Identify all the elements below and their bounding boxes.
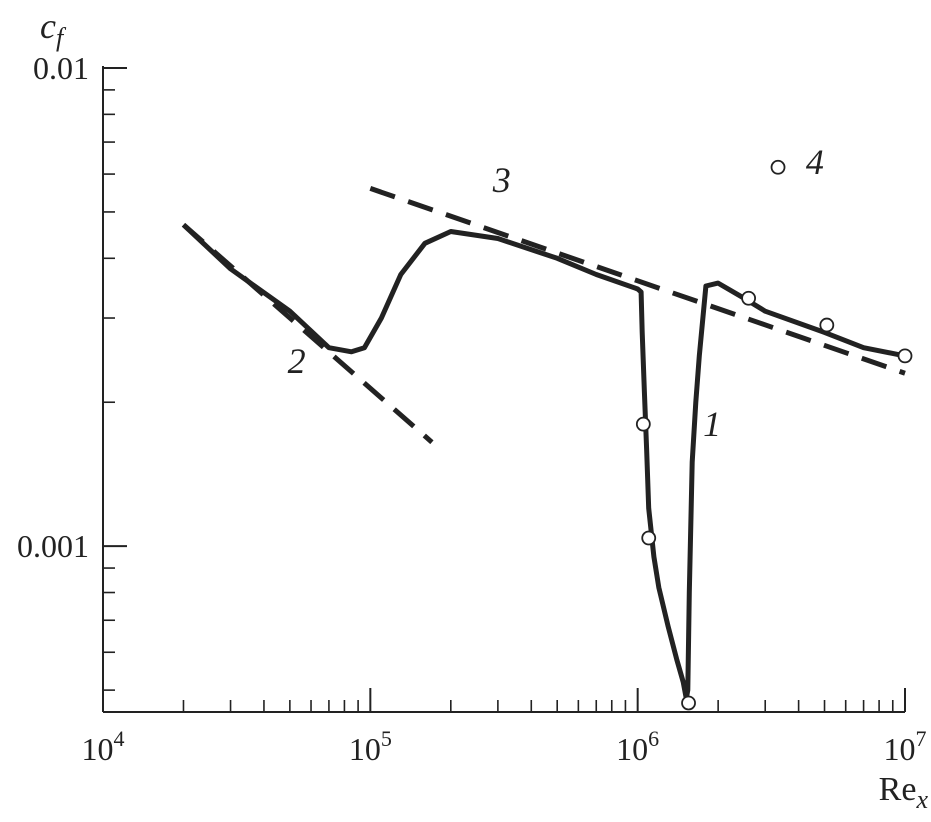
series-4-point xyxy=(681,695,696,711)
y-tick-label: 0.001 xyxy=(17,528,89,564)
x-tick-label: 105 xyxy=(349,726,392,767)
curve-label: 1 xyxy=(703,404,721,444)
y-tick-label: 0.01 xyxy=(33,50,89,86)
series-4-point xyxy=(641,530,657,546)
series-4-point xyxy=(741,290,757,306)
series-4-point xyxy=(819,317,835,333)
axes: 104 105 106 107 0.001 0.01 Rex cf xyxy=(17,6,928,814)
series-2-line xyxy=(181,222,434,445)
marker-layer xyxy=(635,159,913,711)
x-tick-label: 104 xyxy=(82,726,125,767)
series-layer xyxy=(181,186,906,702)
x-tick-label: 107 xyxy=(884,726,927,767)
series-1-line xyxy=(181,222,906,702)
labels-layer: 1 2 3 4 xyxy=(288,142,824,444)
x-tick-label: 106 xyxy=(616,726,659,767)
curve-label: 2 xyxy=(288,341,306,381)
curve-label: 4 xyxy=(806,142,824,182)
series-4-point xyxy=(897,348,913,364)
series-4-point xyxy=(635,416,651,432)
curve-label: 3 xyxy=(492,160,511,200)
series-3-line xyxy=(369,186,906,376)
legend-marker xyxy=(770,159,786,175)
x-axis-label: Rex xyxy=(879,771,929,814)
y-axis-label: cf xyxy=(40,6,67,52)
